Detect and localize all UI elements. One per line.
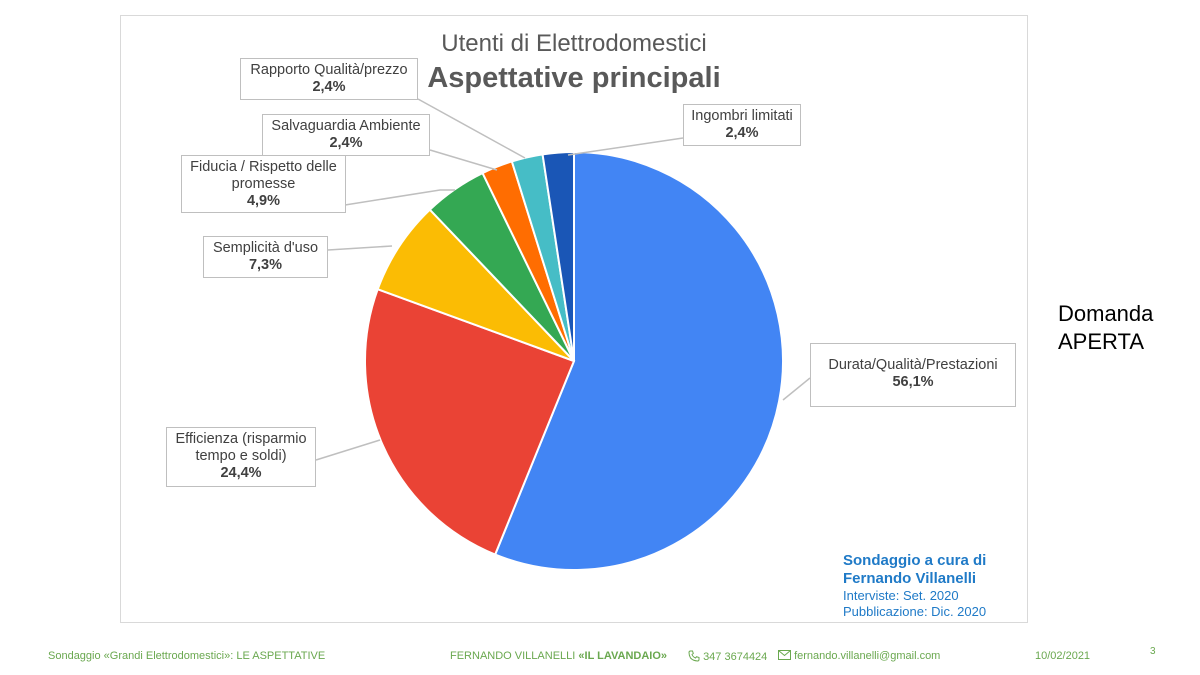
label-durata: Durata/Qualità/Prestazioni 56,1%	[810, 343, 1016, 407]
phone-icon	[688, 650, 700, 662]
credit-line-3: Interviste: Set. 2020	[843, 588, 959, 603]
pie-slice-1	[364, 287, 576, 556]
label-rapporto-pct: 2,4%	[312, 79, 346, 95]
footer-survey-title: Sondaggio «Grandi Elettrodomestici»: LE …	[48, 650, 326, 662]
label-rapporto: Rapporto Qualità/prezzo 2,4%	[240, 58, 418, 100]
footer-phone: 347 3674424	[703, 651, 768, 663]
leader-line-semplicita	[327, 245, 393, 251]
label-ingombri: Ingombri limitati 2,4%	[683, 104, 801, 146]
label-durata-pct: 56,1%	[892, 374, 934, 390]
side-note: Domanda APERTA	[1058, 300, 1153, 356]
footer-email[interactable]: fernando.villanelli@gmail.com	[794, 650, 941, 662]
label-ingombri-pct: 2,4%	[725, 125, 759, 141]
credit-line-4: Pubblicazione: Dic. 2020	[843, 604, 987, 619]
label-fiducia-text1: Fiducia / Rispetto delle	[190, 159, 337, 175]
side-note-line-1: Domanda	[1058, 301, 1154, 326]
label-fiducia-pct: 4,9%	[246, 193, 281, 209]
leader-line-ambiente	[429, 149, 498, 171]
pie-slice-0	[493, 150, 784, 571]
label-ambiente: Salvaguardia Ambiente 2,4%	[262, 114, 430, 156]
leader-line-rapporto	[417, 98, 526, 159]
label-fiducia: Fiducia / Rispetto delle promesse 4,9%	[181, 155, 346, 213]
footer-brand: «IL LAVANDAIO»	[578, 650, 668, 662]
label-ingombri-text: Ingombri limitati	[691, 108, 793, 124]
label-fiducia-text2: promesse	[231, 176, 296, 192]
side-note-line-2: APERTA	[1058, 329, 1144, 354]
footer-author-block: FERNANDO VILLANELLI «IL LAVANDAIO»	[450, 650, 667, 662]
leader-line-efficienza	[315, 439, 381, 461]
survey-credit: Sondaggio a cura di Fernando Villanelli …	[843, 552, 986, 620]
footer-phone-block: 347 3674424	[688, 650, 767, 663]
footer-date: 10/02/2021	[1035, 650, 1091, 662]
credit-line-2: Fernando Villanelli	[843, 570, 977, 587]
pie-slice-6	[541, 150, 575, 362]
label-ambiente-text: Salvaguardia Ambiente	[271, 118, 421, 134]
label-efficienza-text2: tempo e soldi)	[195, 448, 287, 464]
leader-line-fiducia	[344, 189, 455, 206]
label-semplicita-pct: 7,3%	[248, 257, 283, 273]
page-number: 3	[1150, 646, 1156, 657]
label-semplicita-text: Semplicità d'uso	[212, 240, 319, 256]
credit-line-1: Sondaggio a cura di	[843, 552, 987, 569]
chart-title: Utenti di Elettrodomestici	[441, 30, 707, 57]
footer-author: FERNANDO VILLANELLI	[450, 650, 576, 662]
label-efficienza: Efficienza (risparmio tempo e soldi) 24,…	[166, 427, 316, 487]
leader-line-durata	[782, 377, 811, 401]
footer-email-block: fernando.villanelli@gmail.com	[778, 650, 940, 662]
label-efficienza-pct: 24,4%	[220, 465, 262, 481]
label-ambiente-pct: 2,4%	[329, 135, 363, 151]
email-icon	[778, 650, 791, 660]
label-efficienza-text1: Efficienza (risparmio	[175, 431, 307, 447]
chart-subtitle: Aspettative principali	[427, 62, 721, 94]
leader-line-ingombri	[567, 137, 684, 156]
label-durata-text: Durata/Qualità/Prestazioni	[828, 357, 998, 373]
label-semplicita: Semplicità d'uso 7,3%	[203, 236, 328, 278]
label-rapporto-text: Rapporto Qualità/prezzo	[250, 62, 408, 78]
